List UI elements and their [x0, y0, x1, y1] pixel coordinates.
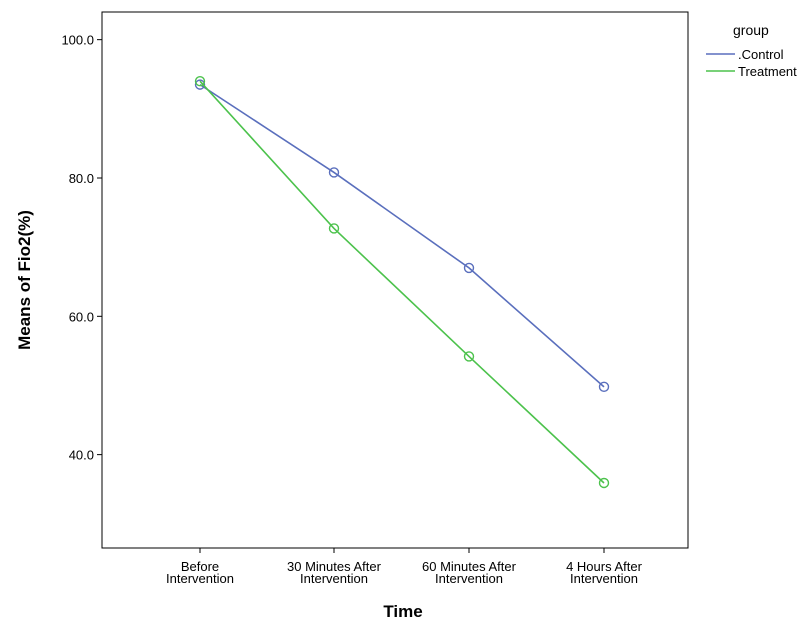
y-axis: 40.0 60.0 80.0 100.0: [61, 33, 102, 463]
data-point: [463, 351, 475, 362]
y-tick-label: 40.0: [69, 448, 94, 463]
data-point: [328, 223, 340, 234]
data-point: [194, 79, 206, 90]
x-axis-title: Time: [383, 602, 422, 619]
x-tick-label: Intervention: [435, 571, 503, 586]
x-tick-label: 30 Minutes After: [287, 559, 382, 574]
data-point: [598, 477, 610, 489]
x-tick-label: Intervention: [300, 571, 368, 586]
series-layer: [194, 75, 610, 489]
data-point: [463, 262, 475, 274]
x-tick-label: Before: [181, 559, 219, 574]
y-tick-label: 60.0: [69, 309, 94, 324]
series-line-1: [199, 80, 605, 484]
legend-label: Treatment: [738, 64, 797, 79]
x-tick-label: 4 Hours After: [566, 559, 643, 574]
data-point: [194, 75, 206, 87]
legend-label: .Control: [738, 47, 784, 62]
series-line-0: [199, 83, 605, 388]
data-point: [598, 381, 610, 393]
data-point: [328, 167, 340, 178]
legend-title: group: [733, 22, 769, 38]
x-tick-label: Intervention: [570, 571, 638, 586]
x-tick-label: 60 Minutes After: [422, 559, 517, 574]
y-axis-title: Means of Fio2(%): [15, 210, 34, 350]
y-tick-label: 100.0: [61, 33, 94, 48]
y-tick-label: 80.0: [69, 171, 94, 186]
x-tick-label: Intervention: [166, 571, 234, 586]
legend: group .Control Treatment: [706, 22, 797, 79]
plot-frame: [101, 11, 689, 549]
